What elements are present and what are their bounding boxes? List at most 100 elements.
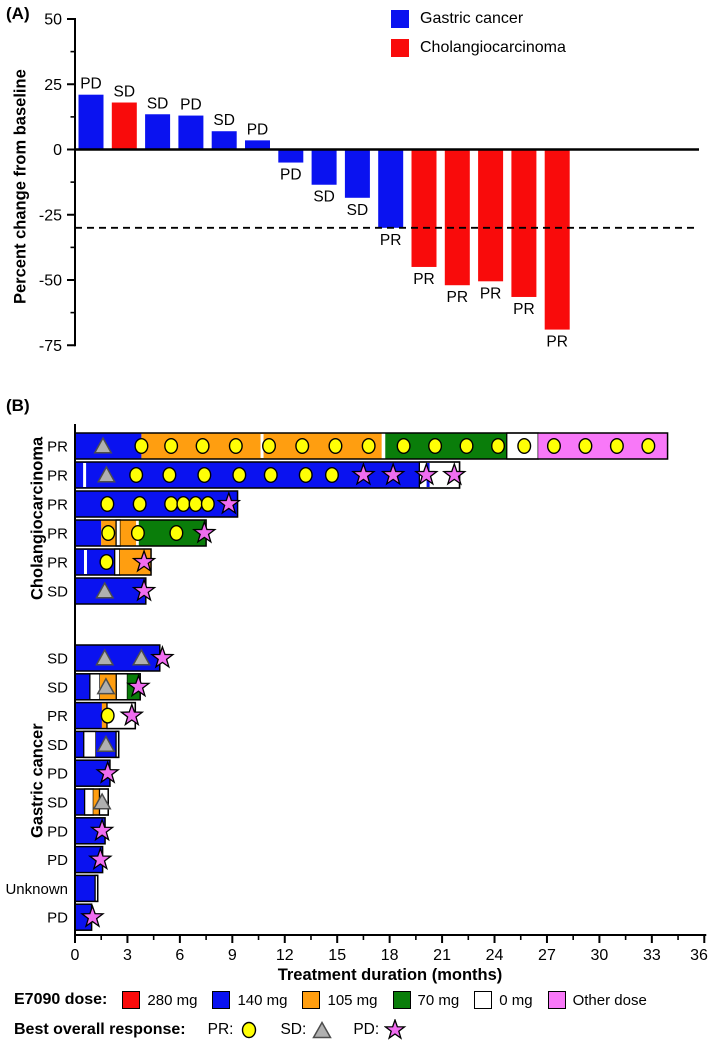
pr-dosing-circle-marker (132, 496, 147, 513)
dose-segment-0mg (115, 519, 122, 547)
x-axis-tick-label: 12 (276, 947, 294, 964)
pr-dosing-circle-marker (491, 438, 506, 455)
pr-dosing-circle-marker (641, 438, 656, 455)
panel-a-y-axis-title: Percent change from baseline (11, 69, 30, 305)
swimmer-row-response-label: PD (47, 852, 68, 869)
panel-a-legend: Gastric cancer Cholangiocarcinoma (391, 10, 566, 57)
waterfall-bar-response-label: PD (80, 76, 102, 93)
dose-0-label: 0 mg (499, 991, 533, 1009)
dose-segment-140mg (75, 702, 102, 729)
dose-segment-105mg (93, 789, 100, 815)
waterfall-bar-response-label: PR (447, 289, 469, 306)
pr-dosing-circle-marker (99, 554, 114, 571)
dose-legend-title: E7090 dose: (14, 991, 108, 1008)
pr-dosing-circle-marker (328, 438, 343, 455)
dose-change-tick (83, 550, 87, 574)
sd-triangle-marker (93, 436, 113, 454)
pr-dosing-circle-marker (324, 467, 339, 484)
dose-item-other: Other dose (547, 991, 647, 1009)
waterfall-bar-response-label: PR (413, 271, 435, 288)
dose-item-140: 140 mg (212, 991, 287, 1009)
pr-dosing-circle-marker (188, 496, 203, 513)
cholangiocarcinoma-color-swatch (391, 39, 409, 57)
response-item-pd: PD: (353, 1019, 407, 1041)
x-axis-tick-label: 21 (433, 947, 451, 964)
pr-circle-icon (242, 1021, 257, 1039)
dose-change-tick (83, 463, 87, 487)
sd-label: SD: (280, 1021, 307, 1038)
x-axis-title: Treatment duration (months) (277, 966, 503, 984)
pd-star-marker (119, 702, 145, 727)
waterfall-bar (444, 149, 470, 286)
x-axis-tick-label: 24 (486, 947, 504, 964)
pr-dosing-circle-marker (130, 525, 145, 542)
dose-140-swatch (212, 991, 231, 1009)
swimmer-row-response-label: SD (47, 795, 68, 812)
dose-segment-140mg (75, 578, 146, 604)
x-axis-tick-label: 30 (591, 947, 609, 964)
pr-dosing-circle-marker (200, 496, 215, 513)
waterfall-bar-response-label: PR (480, 285, 502, 302)
swimmer-row-response-label: SD (47, 651, 68, 668)
waterfall-bar (245, 140, 270, 150)
pr-dosing-circle-marker (176, 496, 191, 513)
waterfall-bar-response-label: SD (147, 95, 169, 112)
pr-dosing-circle-marker (232, 467, 247, 484)
waterfall-bar-response-label: PD (280, 167, 302, 184)
pd-star-marker (95, 760, 121, 784)
sd-triangle-icon (312, 1020, 333, 1039)
pr-dosing-circle-marker (361, 438, 376, 455)
dose-segment-0mg (114, 548, 121, 576)
waterfall-bar-response-label: PR (546, 334, 568, 351)
pd-star-marker (216, 491, 242, 515)
swimmer-row-response-label: PR (47, 555, 68, 572)
pr-dosing-circle-marker (162, 467, 177, 484)
dose-280-swatch (122, 991, 141, 1009)
waterfall-bar-response-label: PR (513, 301, 535, 318)
y-axis-tick-label: 0 (53, 142, 62, 159)
pr-dosing-circle-marker (195, 438, 210, 455)
response-item-pr: PR: (208, 1019, 261, 1041)
dose-segment-140mg (75, 645, 160, 671)
sd-triangle-marker (96, 677, 116, 695)
pr-dosing-circle-marker (298, 467, 313, 484)
pd-star-marker (414, 462, 439, 486)
response-legend-title: Best overall response: (14, 1021, 186, 1038)
swimmer-row-response-label: PR (47, 439, 68, 456)
pd-star-marker (351, 462, 376, 486)
pr-dosing-circle-marker (197, 467, 212, 484)
sd-triangle-marker (96, 465, 116, 483)
dose-segment-0mg (83, 730, 97, 759)
pr-dosing-circle-marker (263, 467, 278, 484)
pr-dosing-circle-marker (396, 438, 411, 455)
y-axis-tick-label: -75 (39, 338, 62, 355)
pr-dosing-circle-marker (546, 438, 561, 455)
pd-label: PD: (353, 1021, 380, 1038)
dose-legend: E7090 dose: 280 mg 140 mg 105 mg 70 mg 0… (14, 991, 647, 1009)
x-axis-tick-label: 6 (175, 947, 184, 964)
swimmer-row-response-label: PR (47, 526, 68, 543)
pd-star-marker (80, 904, 105, 928)
x-axis-tick-label: 18 (381, 947, 399, 964)
waterfall-bar (378, 149, 404, 228)
dose-70-swatch (392, 991, 411, 1009)
dose-item-105: 105 mg (302, 991, 378, 1009)
waterfall-bar-response-label: PD (180, 97, 202, 114)
dose-105-swatch (302, 991, 321, 1009)
dose-0-swatch (474, 991, 493, 1009)
pr-dosing-circle-marker (129, 467, 144, 484)
pd-star-marker (126, 673, 151, 698)
pr-dosing-circle-marker (169, 525, 184, 542)
waterfall-bar (478, 149, 504, 282)
pr-dosing-circle-marker (428, 438, 443, 455)
sd-triangle-marker (96, 734, 116, 752)
swimmer-row-response-label: SD (47, 737, 68, 754)
x-axis-tick-label: 3 (123, 947, 132, 964)
y-axis-tick-label: -50 (39, 273, 62, 290)
group-label-cholangiocarcinoma: Cholangiocarcinoma (28, 436, 47, 600)
dose-segment-gapmg (381, 433, 386, 459)
x-axis-tick-label: 33 (643, 947, 661, 964)
dose-segment-140mg (75, 731, 84, 758)
